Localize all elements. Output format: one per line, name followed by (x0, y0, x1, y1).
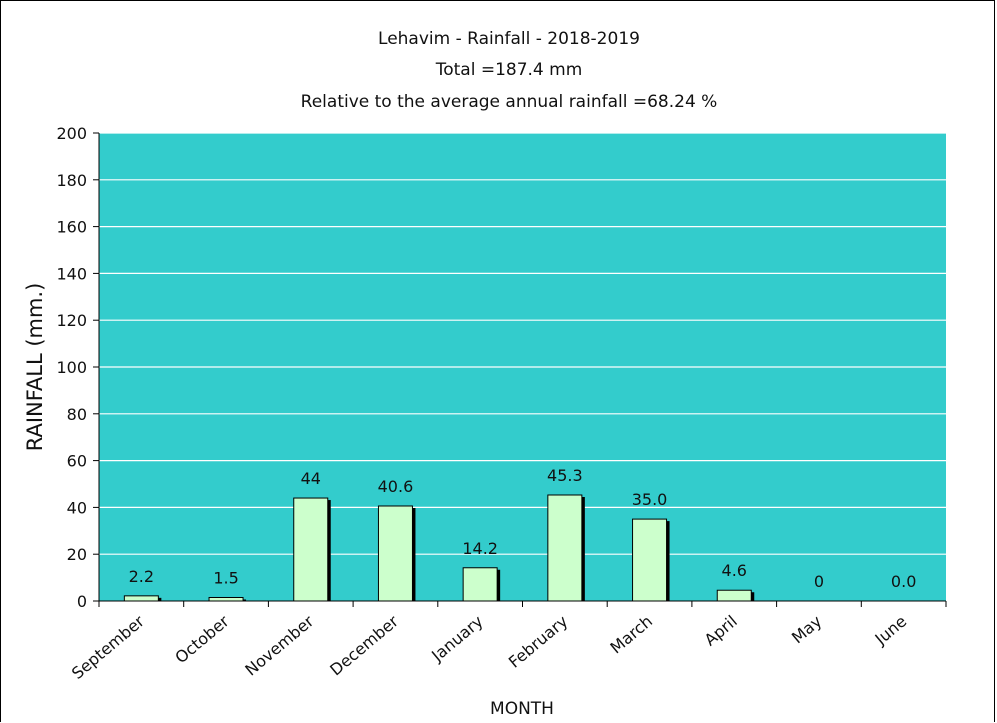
y-tick-label: 40 (67, 498, 87, 517)
value-label-january: 14.2 (462, 539, 498, 558)
value-label-december: 40.6 (378, 477, 414, 496)
chart-title: Lehavim - Rainfall - 2018-2019 (378, 29, 640, 49)
chart-titles: Lehavim - Rainfall - 2018-2019 Total =18… (301, 29, 718, 112)
value-label-february: 45.3 (547, 466, 583, 485)
bar-december (377, 505, 413, 602)
x-tick-label-january: January (427, 612, 486, 666)
x-tick-label-april: April (701, 612, 741, 650)
bar-october (208, 596, 244, 602)
value-label-march: 35.0 (632, 490, 668, 509)
bars (123, 494, 755, 602)
y-axis-title: RAINFALL (mm.) (23, 283, 47, 452)
value-label-november: 44 (301, 469, 321, 488)
bar-january (462, 567, 498, 602)
value-label-june: 0.0 (891, 572, 916, 591)
x-tick-label-october: October (171, 611, 233, 667)
x-tick-label-march: March (607, 612, 657, 658)
bar-february (547, 494, 583, 602)
x-axis: September October November December January F… (68, 600, 947, 683)
x-tick-label-september: September (68, 611, 148, 683)
y-tick-label: 160 (56, 218, 87, 237)
y-tick-label: 100 (56, 358, 87, 377)
chart-subtitle-relative: Relative to the average annual rainfall … (301, 92, 718, 112)
x-tick-label-june: June (871, 612, 911, 650)
bar-april (716, 589, 752, 602)
bar-march (632, 518, 668, 602)
gridlines (99, 132, 946, 555)
value-label-october: 1.5 (213, 568, 238, 587)
x-tick-label-december: December (326, 611, 402, 679)
bar-november (293, 497, 329, 602)
y-tick-label: 60 (67, 452, 87, 471)
value-label-september: 2.2 (129, 567, 154, 586)
x-tick-label-may: May (788, 612, 826, 648)
y-tick-label: 0 (77, 592, 87, 611)
chart-subtitle-total: Total =187.4 mm (435, 60, 583, 80)
y-axis: 0 20 40 60 80 100 120 140 160 180 200 (56, 124, 100, 611)
x-tick-label-november: November (241, 611, 317, 679)
y-tick-label: 80 (67, 405, 87, 424)
x-tick-label-february: February (505, 612, 572, 672)
value-label-april: 4.6 (722, 561, 747, 580)
y-tick-label: 200 (56, 124, 87, 143)
bar-september (123, 595, 159, 602)
y-tick-label: 20 (67, 545, 87, 564)
y-tick-label: 120 (56, 311, 87, 330)
y-tick-label: 140 (56, 264, 87, 283)
value-labels: 2.2 1.5 44 40.6 14.2 45.3 35.0 4.6 0 0.0 (129, 466, 917, 591)
value-label-may: 0 (814, 572, 824, 591)
y-tick-label: 180 (56, 171, 87, 190)
x-axis-title: MONTH (490, 699, 554, 719)
